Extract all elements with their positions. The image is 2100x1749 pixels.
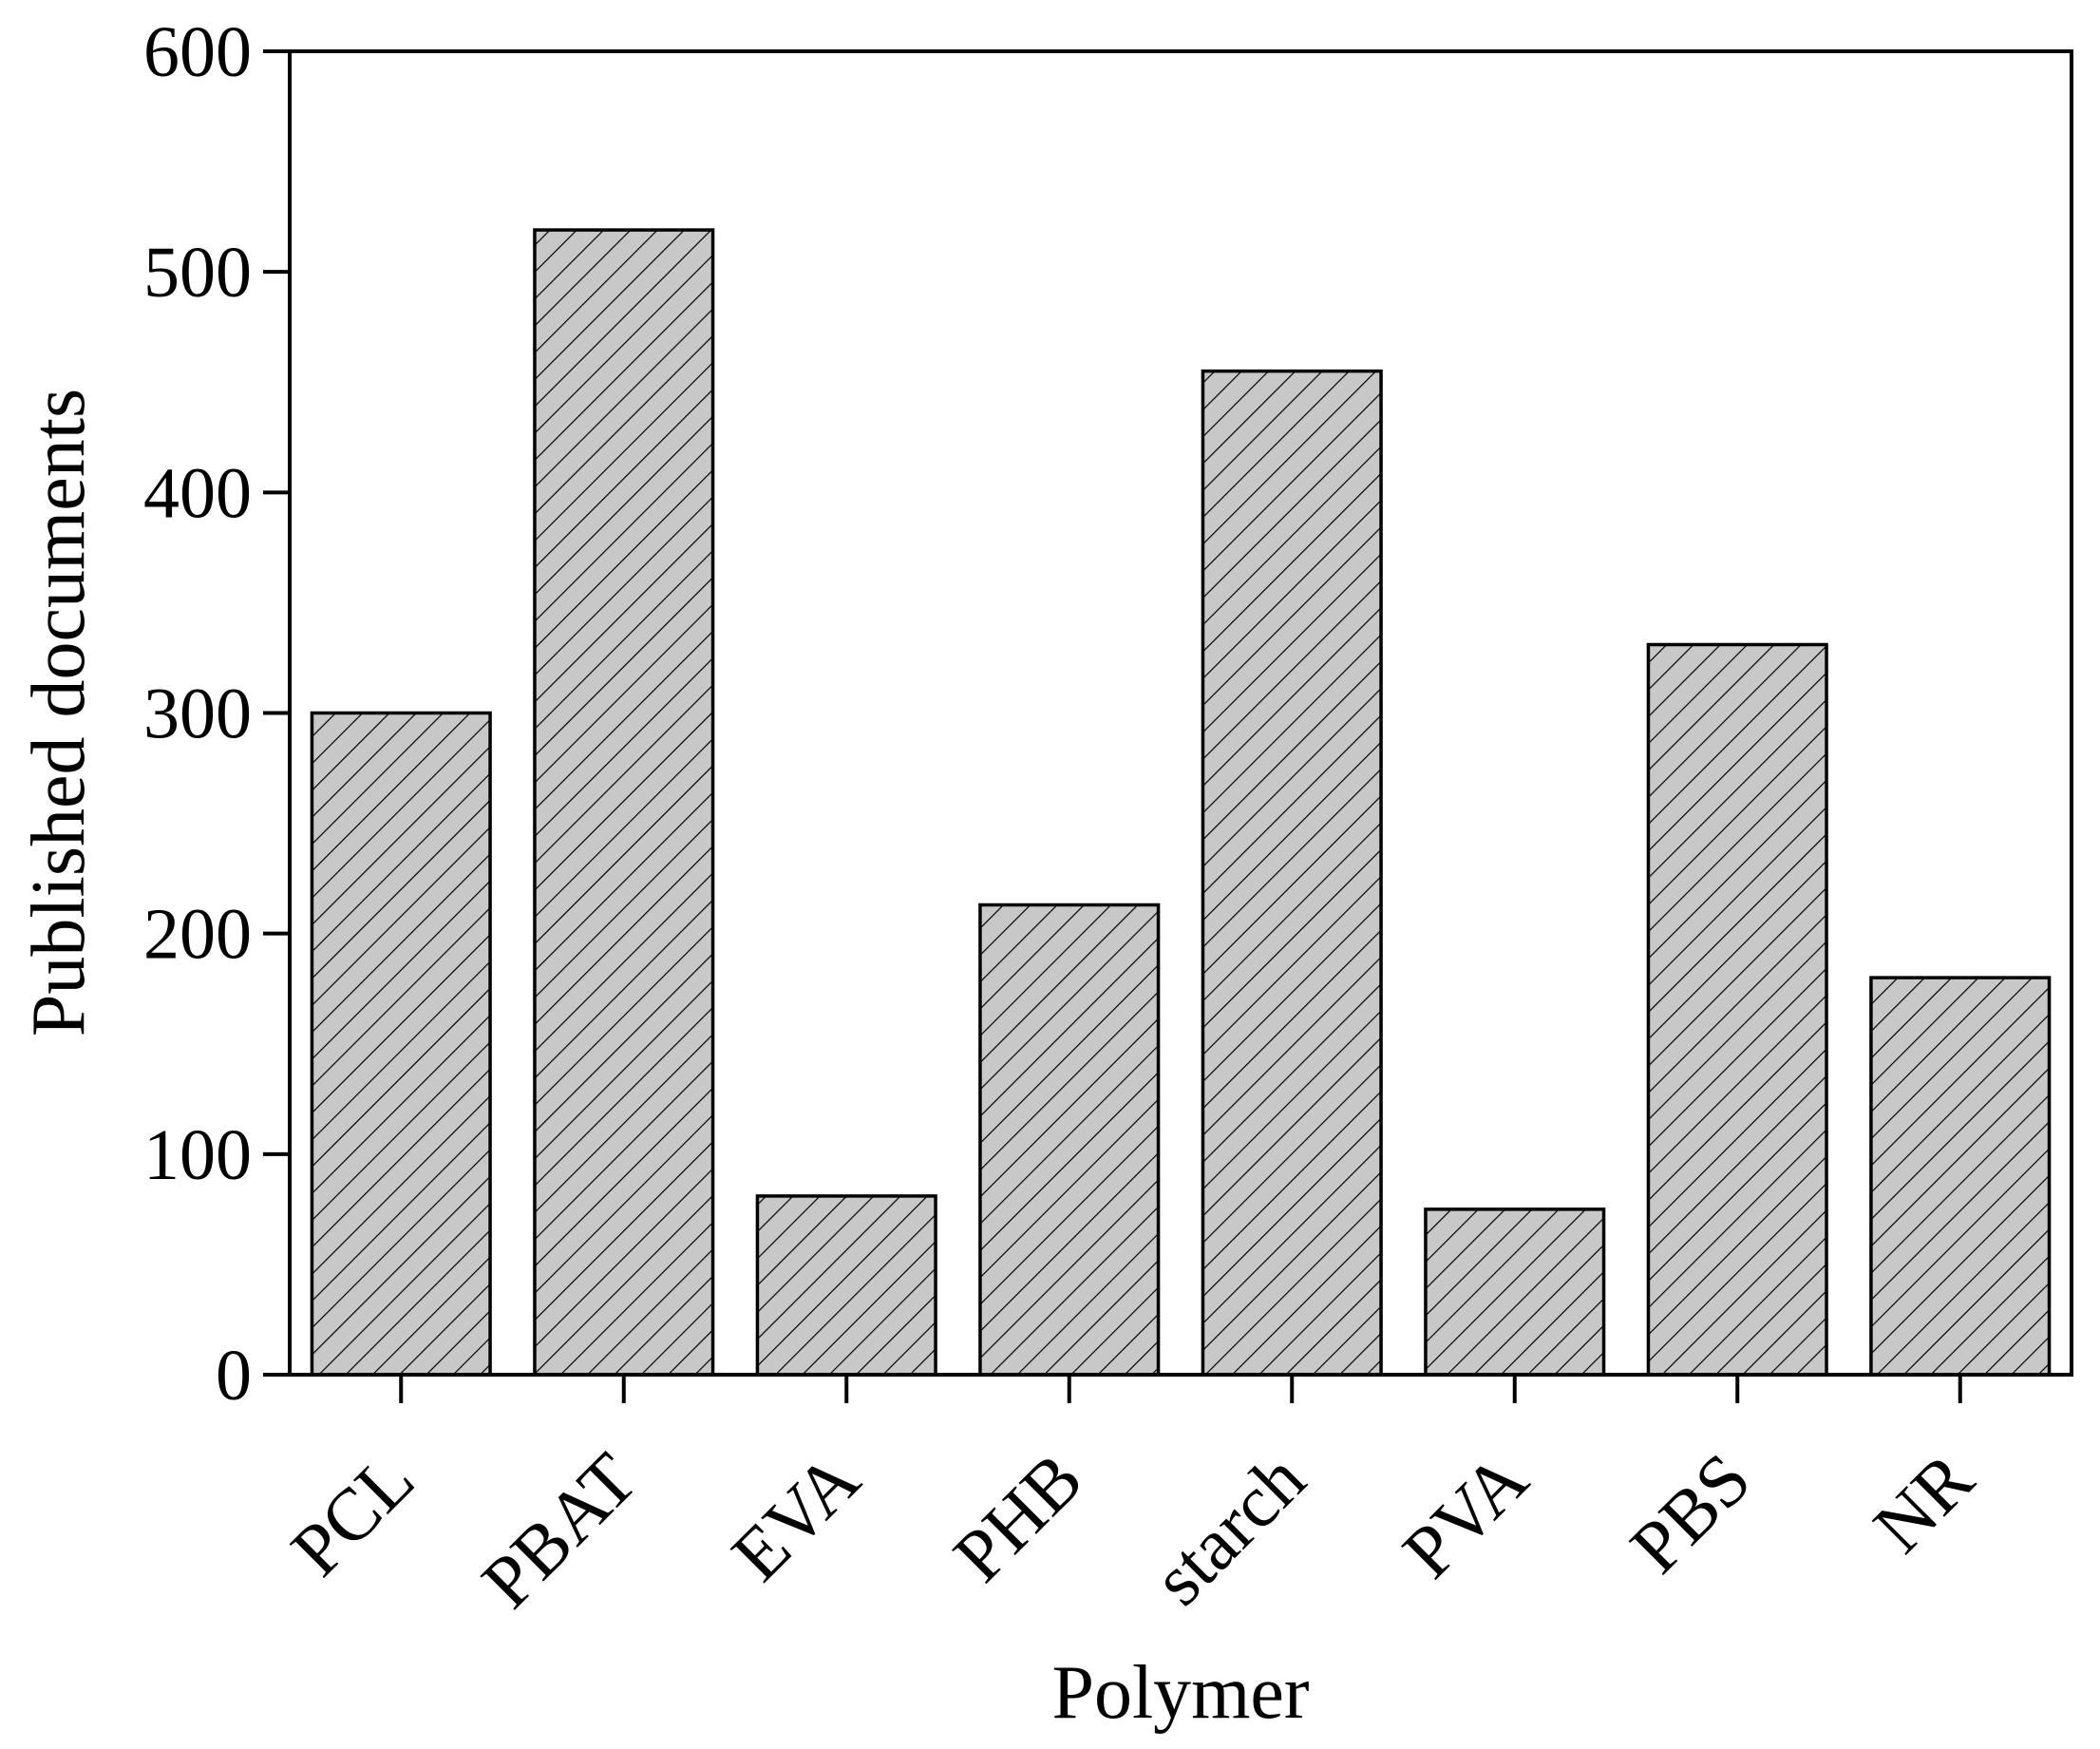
y-tick-label: 100	[143, 1115, 252, 1195]
x-axis: PCL PBAT EVA PHB starch PVA PBS NR	[275, 1375, 1989, 1624]
bar-pcl	[310, 711, 492, 1377]
bar-starch	[1201, 369, 1383, 1377]
y-tick-label: 600	[143, 12, 252, 92]
bar-pbs	[1646, 642, 1828, 1377]
x-tick-label-pcl: PCL	[275, 1437, 430, 1592]
y-tick-label: 500	[143, 233, 252, 313]
x-tick-label-pbs: PBS	[1615, 1437, 1767, 1589]
bar-eva	[755, 1194, 937, 1377]
x-tick-label-phb: PHB	[937, 1437, 1098, 1598]
y-tick-label: 200	[143, 895, 252, 975]
x-tick-label-pbat: PBAT	[465, 1437, 652, 1624]
bars-group	[310, 228, 2052, 1377]
x-tick-label-pva: PVA	[1387, 1437, 1543, 1594]
bar-nr	[1869, 976, 2052, 1377]
x-tick-label-starch: starch	[1137, 1437, 1320, 1621]
bar-pbat	[533, 228, 715, 1377]
y-tick-label: 400	[143, 453, 252, 533]
x-tick-label-nr: NR	[1858, 1437, 1989, 1568]
bar-phb	[978, 903, 1161, 1377]
x-tick-label-eva: EVA	[716, 1437, 876, 1597]
y-tick-label: 300	[143, 675, 252, 754]
x-axis-title: Polymer	[1051, 1651, 1309, 1735]
y-tick-label: 0	[216, 1336, 252, 1416]
y-axis: 0 100 200 300 400 500 600	[143, 12, 290, 1416]
bar-pva	[1424, 1207, 1606, 1377]
y-axis-title: Published documents	[17, 389, 101, 1036]
